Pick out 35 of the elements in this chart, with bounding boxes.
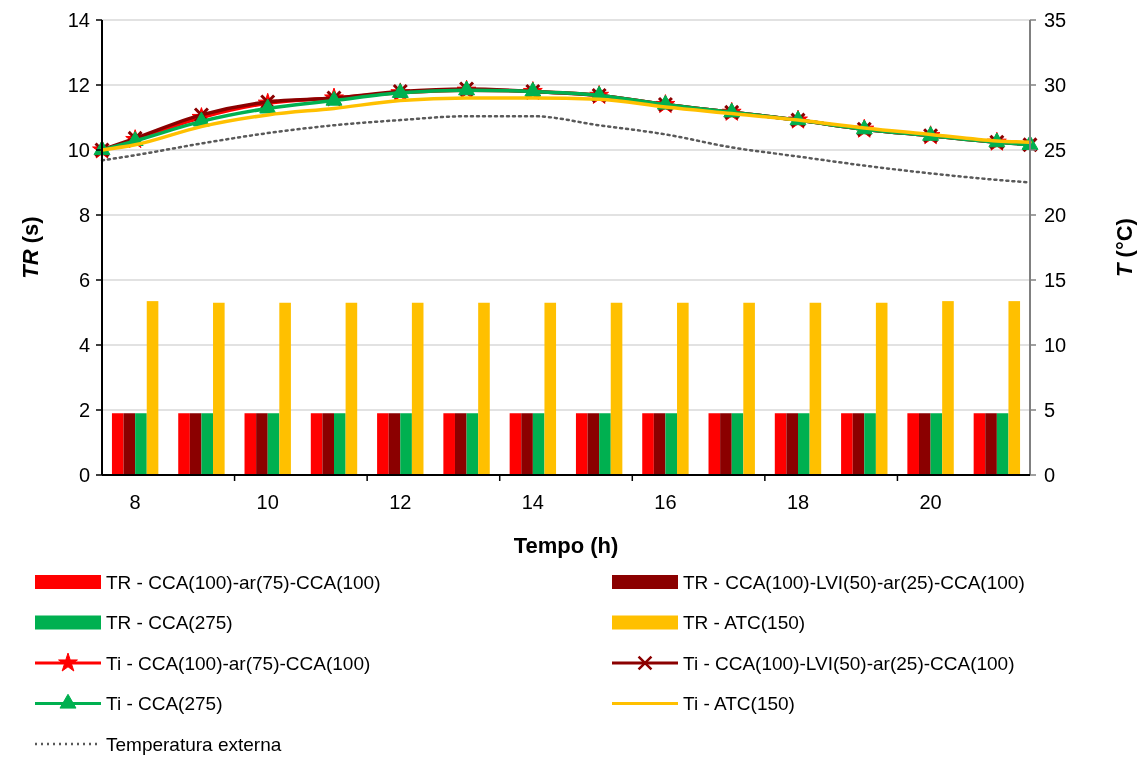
y2-tick-label: 30 [1044,74,1067,96]
legend-label: TR - CCA(100)-LVI(50)-ar(25)-CCA(100) [683,571,1025,593]
legend-label: Ti - CCA(100)-LVI(50)-ar(25)-CCA(100) [683,652,1015,674]
y2-tick-label: 10 [1044,334,1067,356]
y2-tick-label: 35 [1044,9,1067,31]
x-tick-label: 18 [786,491,810,513]
x-axis-title: Tempo (h) [513,533,619,558]
y-tick-label: 2 [78,399,90,421]
legend-label: Ti - CCA(100)-ar(75)-CCA(100) [106,652,371,674]
y2-tick-label: 25 [1044,139,1067,161]
y2-tick-label: 15 [1044,269,1067,291]
y-tick-label: 4 [78,334,90,356]
y-tick-label: 14 [67,9,90,31]
y-tick-label: 0 [78,464,90,486]
legend-label: TR - ATC(150) [683,612,806,634]
y2-tick-label: 20 [1044,204,1067,226]
x-tick-label: 20 [919,491,942,513]
y2-tick-label: 0 [1044,464,1056,486]
y-tick-label: 8 [78,204,90,226]
legend-label: TR - CCA(100)-ar(75)-CCA(100) [106,571,381,593]
legend-label: Ti - ATC(150) [683,693,795,715]
x-tick-label: 14 [521,491,544,513]
y2-axis-title: T (°C) [1112,218,1137,277]
legend-label: TR - CCA(275) [106,612,233,634]
legend-label: Temperatura externa [106,733,282,755]
x-tick-label: 10 [256,491,279,513]
legend-label: Ti - CCA(275) [106,693,223,715]
x-tick-label: 16 [654,491,677,513]
y-tick-label: 12 [67,74,90,96]
y-tick-label: 10 [67,139,90,161]
y-tick-label: 6 [78,269,90,291]
x-tick-label: 12 [389,491,412,513]
x-tick-label: 8 [129,491,141,513]
y-axis-title: TR (s) [18,216,43,279]
y2-tick-label: 5 [1044,399,1056,421]
